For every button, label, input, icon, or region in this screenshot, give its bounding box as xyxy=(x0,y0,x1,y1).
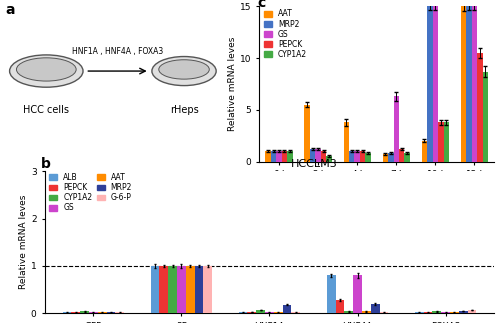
Bar xyxy=(450,312,459,313)
Bar xyxy=(344,311,353,313)
Bar xyxy=(444,122,449,162)
Bar xyxy=(380,312,388,313)
Bar xyxy=(98,312,107,313)
Bar xyxy=(354,151,360,162)
Bar xyxy=(304,105,310,162)
Bar xyxy=(282,151,287,162)
Bar xyxy=(468,310,477,313)
Text: HCC cells: HCC cells xyxy=(23,105,69,115)
Bar xyxy=(177,266,186,313)
Bar xyxy=(415,312,424,313)
Bar xyxy=(159,266,168,313)
Bar xyxy=(343,122,349,162)
Bar xyxy=(310,149,315,162)
Bar xyxy=(353,276,362,313)
Bar xyxy=(483,72,488,162)
Bar xyxy=(71,312,80,313)
Bar xyxy=(151,266,159,313)
Bar xyxy=(195,266,204,313)
Bar xyxy=(239,312,248,313)
Legend: ALB, PEPCK, CYP1A2, GS, AAT, MRP2, G-6-P: ALB, PEPCK, CYP1A2, GS, AAT, MRP2, G-6-P xyxy=(49,172,133,213)
Bar xyxy=(432,311,441,313)
Bar xyxy=(107,312,115,313)
Bar xyxy=(315,149,321,162)
Bar xyxy=(461,6,466,162)
Bar xyxy=(438,122,444,162)
Bar xyxy=(271,151,276,162)
Bar xyxy=(335,300,344,313)
Ellipse shape xyxy=(9,55,83,87)
Bar xyxy=(472,6,477,162)
Bar xyxy=(168,266,177,313)
Text: HNF1A , HNF4A , FOXA3: HNF1A , HNF4A , FOXA3 xyxy=(72,47,163,56)
Bar xyxy=(89,312,98,313)
Bar xyxy=(115,312,124,313)
Bar xyxy=(62,312,71,313)
Bar xyxy=(422,141,427,162)
Bar xyxy=(248,312,256,313)
Bar xyxy=(256,310,265,313)
Legend: AAT, MRP2, GS, PEPCK, CYP1A2: AAT, MRP2, GS, PEPCK, CYP1A2 xyxy=(263,9,308,60)
Bar xyxy=(477,53,483,162)
Bar xyxy=(383,154,388,162)
Bar xyxy=(405,153,410,162)
Y-axis label: Relative mRNA leves: Relative mRNA leves xyxy=(228,37,237,131)
Bar xyxy=(265,151,271,162)
Bar xyxy=(394,96,399,162)
Text: a: a xyxy=(5,3,14,17)
Bar xyxy=(441,312,450,313)
Text: rHeps: rHeps xyxy=(170,105,199,115)
Ellipse shape xyxy=(16,58,76,81)
Bar xyxy=(326,156,332,162)
Bar xyxy=(274,312,282,313)
Bar xyxy=(349,151,354,162)
Y-axis label: Relative mRNA leves: Relative mRNA leves xyxy=(19,195,28,289)
Text: c: c xyxy=(257,0,266,10)
Bar xyxy=(321,151,326,162)
Bar xyxy=(424,312,432,313)
Bar xyxy=(327,276,335,313)
Bar xyxy=(371,304,380,313)
Bar xyxy=(80,311,89,313)
Bar xyxy=(276,151,282,162)
Bar xyxy=(399,149,405,162)
Bar xyxy=(365,153,371,162)
Title: HCCLM3: HCCLM3 xyxy=(291,159,338,169)
Bar xyxy=(433,6,438,162)
Bar xyxy=(291,312,300,313)
Bar xyxy=(282,305,291,313)
Bar xyxy=(186,266,195,313)
Text: b: b xyxy=(40,157,50,171)
Bar xyxy=(287,151,293,162)
Bar xyxy=(360,151,365,162)
Ellipse shape xyxy=(159,60,209,79)
Bar xyxy=(265,312,274,313)
Bar xyxy=(362,311,371,313)
Bar xyxy=(466,6,472,162)
Bar xyxy=(204,266,212,313)
Ellipse shape xyxy=(152,57,216,86)
Bar xyxy=(427,6,433,162)
Bar xyxy=(459,311,468,313)
Bar xyxy=(388,153,394,162)
